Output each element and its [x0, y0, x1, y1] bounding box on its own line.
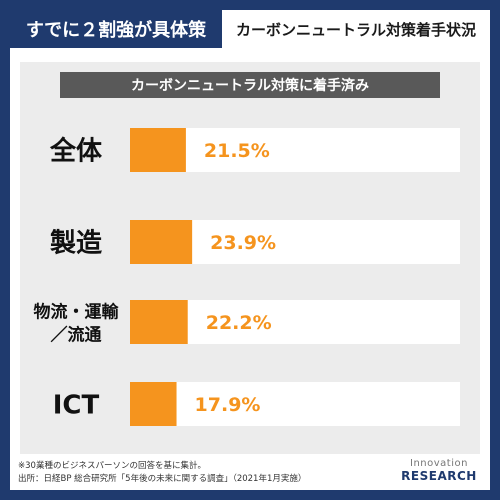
category-label-3: ICT [53, 390, 100, 420]
footnote: ※30業種のビジネスパーソンの回答を基に集計。 出所：日経BP 総合研究所「5年… [18, 460, 398, 486]
footnote-line-1: ※30業種のビジネスパーソンの回答を基に集計。 [18, 461, 206, 471]
chart-title: カーボンニュートラル対策に着手済み [60, 72, 440, 98]
bar-chart: 21.5% 全体 23.9% 製造 22.2% 物流・運輸／流通 17.9% ICT [34, 128, 460, 426]
footnote-source: 出所：日経BP 総合研究所「5年後の未来に関する調査」（2021年1月実施） [18, 474, 307, 484]
section-title: カーボンニュートラル対策着手状況 [222, 10, 490, 48]
category-label-0: 全体 [49, 135, 103, 166]
chart-panel: カーボンニュートラル対策に着手済み 21.5% 全体 23.9% 製造 22.2% 物流・… [20, 62, 480, 454]
logo-bottom-text: RESEARCH [401, 469, 477, 483]
bar-track-3 [130, 382, 460, 426]
innovation-research-logo: Innovation RESEARCH [398, 458, 480, 488]
infographic-frame: すでに２割強が具体策 カーボンニュートラル対策着手状況 カーボンニュートラル対策… [10, 10, 490, 490]
value-label-1: 23.9% [210, 232, 276, 254]
bar-2 [130, 300, 188, 344]
value-label-2: 22.2% [206, 312, 272, 334]
bar-1 [130, 220, 193, 264]
category-label-1: 製造 [50, 228, 102, 258]
value-label-3: 17.9% [195, 394, 261, 416]
bar-0 [130, 128, 186, 172]
bar-3 [130, 382, 177, 426]
headline: すでに２割強が具体策 [10, 10, 222, 48]
value-label-0: 21.5% [204, 140, 270, 162]
logo-top-text: Innovation [410, 458, 468, 469]
category-label-2: 物流・運輸／流通 [34, 302, 120, 346]
